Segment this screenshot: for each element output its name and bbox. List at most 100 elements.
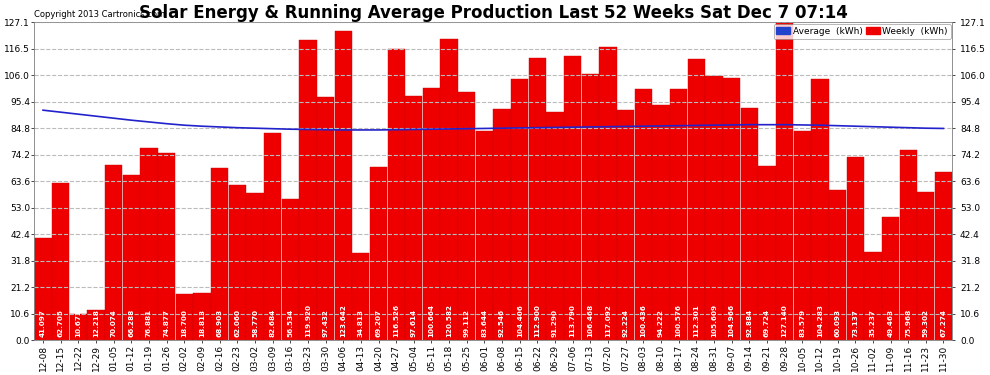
Bar <box>281 199 299 340</box>
Bar <box>105 165 123 340</box>
Bar <box>688 59 705 340</box>
Bar <box>476 131 493 340</box>
Text: 62.705: 62.705 <box>57 309 63 337</box>
Bar <box>158 153 175 340</box>
Bar <box>511 79 529 340</box>
Text: 104.283: 104.283 <box>817 304 823 337</box>
Text: 66.288: 66.288 <box>129 308 135 337</box>
Bar <box>846 158 864 340</box>
Title: Solar Energy & Running Average Production Last 52 Weeks Sat Dec 7 07:14: Solar Energy & Running Average Productio… <box>139 4 847 22</box>
Text: 34.813: 34.813 <box>357 309 364 337</box>
Bar <box>794 131 811 340</box>
Text: 119.920: 119.920 <box>305 304 311 337</box>
Bar <box>617 110 635 340</box>
Text: 97.432: 97.432 <box>323 309 329 337</box>
Bar <box>723 78 741 340</box>
Text: 106.468: 106.468 <box>587 303 593 337</box>
Text: 18.700: 18.700 <box>181 309 187 337</box>
Bar <box>829 190 846 340</box>
Text: 35.237: 35.237 <box>870 309 876 337</box>
Text: 94.222: 94.222 <box>658 309 664 337</box>
Text: 104.966: 104.966 <box>729 303 735 337</box>
Text: 99.112: 99.112 <box>463 309 470 337</box>
Bar <box>529 58 546 340</box>
Text: 75.968: 75.968 <box>905 308 911 337</box>
Bar <box>264 134 281 340</box>
Bar <box>317 97 335 340</box>
Text: 83.579: 83.579 <box>799 309 805 337</box>
Bar <box>141 148 157 340</box>
Text: 12.218: 12.218 <box>93 309 99 337</box>
Bar <box>599 47 617 340</box>
Text: 49.463: 49.463 <box>887 309 894 337</box>
Bar <box>882 217 899 340</box>
Bar <box>458 92 475 340</box>
Text: 97.614: 97.614 <box>411 309 417 337</box>
Bar <box>564 56 581 340</box>
Bar <box>335 31 351 340</box>
Bar <box>352 253 369 340</box>
Bar <box>493 109 511 340</box>
Text: 59.302: 59.302 <box>923 309 929 337</box>
Text: 112.301: 112.301 <box>693 304 699 337</box>
Text: Copyright 2013 Cartronics.com: Copyright 2013 Cartronics.com <box>35 10 165 19</box>
Text: 127.140: 127.140 <box>781 304 788 337</box>
Text: 104.406: 104.406 <box>517 304 523 337</box>
Text: 18.813: 18.813 <box>199 309 205 337</box>
Bar <box>387 49 405 340</box>
Text: 58.770: 58.770 <box>251 309 258 337</box>
Text: 113.790: 113.790 <box>569 304 576 337</box>
Text: 82.684: 82.684 <box>269 309 275 337</box>
Bar <box>652 105 669 340</box>
Text: 112.900: 112.900 <box>535 304 541 337</box>
Bar <box>776 22 793 340</box>
Text: 68.903: 68.903 <box>217 309 223 337</box>
Bar <box>670 89 687 340</box>
Text: 116.526: 116.526 <box>393 303 399 337</box>
Bar <box>917 192 935 340</box>
Bar <box>900 150 917 340</box>
Bar <box>299 40 317 340</box>
Text: 60.093: 60.093 <box>835 309 841 337</box>
Text: 92.884: 92.884 <box>746 309 752 337</box>
Bar <box>423 88 441 340</box>
Text: 100.576: 100.576 <box>675 304 682 337</box>
Bar <box>741 108 758 340</box>
Bar <box>35 238 51 340</box>
Bar <box>370 167 387 340</box>
Text: 92.224: 92.224 <box>623 309 629 337</box>
Text: 56.534: 56.534 <box>287 309 293 337</box>
Text: 83.644: 83.644 <box>481 309 487 337</box>
Bar <box>211 168 229 340</box>
Bar <box>864 252 881 340</box>
Text: 69.207: 69.207 <box>375 309 381 337</box>
Bar <box>758 166 775 340</box>
Text: 117.092: 117.092 <box>605 304 611 337</box>
Bar <box>705 76 723 340</box>
Text: 91.290: 91.290 <box>552 309 558 337</box>
Bar <box>69 314 87 340</box>
Text: 123.642: 123.642 <box>341 304 346 337</box>
Text: 73.137: 73.137 <box>852 309 858 337</box>
Text: 120.582: 120.582 <box>446 304 452 337</box>
Bar <box>582 74 599 341</box>
Bar <box>123 174 140 340</box>
Bar <box>635 89 652 340</box>
Bar <box>811 80 829 340</box>
Bar <box>52 183 69 340</box>
Bar <box>87 310 105 340</box>
Text: 76.881: 76.881 <box>146 309 152 337</box>
Bar <box>175 294 193 340</box>
Bar <box>405 96 423 340</box>
Text: 100.664: 100.664 <box>429 304 435 337</box>
Text: 67.274: 67.274 <box>940 309 946 337</box>
Bar <box>935 172 952 340</box>
Bar <box>441 39 457 340</box>
Text: 92.546: 92.546 <box>499 309 505 337</box>
Text: 41.097: 41.097 <box>40 309 47 337</box>
Text: 10.671: 10.671 <box>75 309 81 337</box>
Text: 62.060: 62.060 <box>235 309 241 337</box>
Text: 74.877: 74.877 <box>163 309 169 337</box>
Text: 70.074: 70.074 <box>111 309 117 337</box>
Bar <box>193 293 211 340</box>
